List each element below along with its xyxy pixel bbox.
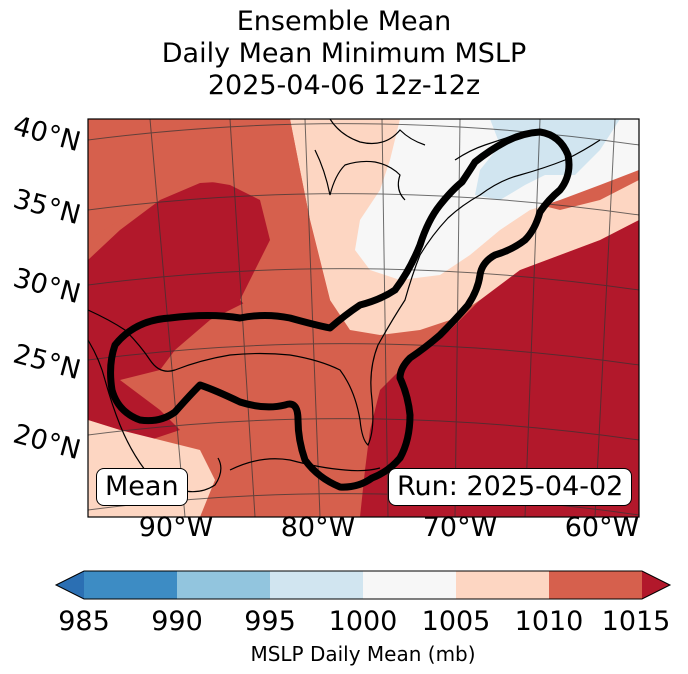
run-date-box: Run: 2025-04-02 [388, 468, 633, 506]
colorbar-extend-high [642, 571, 670, 599]
colorbar-bin-1 [84, 571, 177, 599]
colorbar [54, 570, 672, 600]
colorbar-bin-4 [363, 571, 456, 599]
cbar-tick-1005: 1005 [421, 606, 491, 637]
graticule [88, 119, 639, 517]
colorbar-extend-low [56, 571, 84, 599]
field-region-deep-east [360, 220, 639, 517]
map-frame [87, 118, 640, 518]
cbar-tick-1010: 1010 [514, 606, 584, 637]
cbar-tick-1000: 1000 [328, 606, 398, 637]
colorbar-bin-2 [177, 571, 270, 599]
cbar-tick-985: 985 [58, 606, 110, 637]
lon-tick-90w: 90°W [138, 512, 214, 543]
colorbar-bin-5 [456, 571, 549, 599]
chart-title: Ensemble Mean Daily Mean Minimum MSLP 20… [0, 6, 688, 102]
lon-tick-80w: 80°W [280, 512, 356, 543]
field-region-mid-north [88, 119, 330, 330]
title-line-3: 2025-04-06 12z-12z [207, 70, 481, 101]
title-line-1: Ensemble Mean [236, 6, 452, 37]
colorbar-outline [54, 570, 672, 600]
colorbar-bin-3 [270, 571, 363, 599]
colorbar-label: MSLP Daily Mean (mb) [250, 642, 476, 666]
cbar-tick-995: 995 [244, 606, 296, 637]
mean-box: Mean [96, 468, 188, 506]
lon-tick-60w: 60°W [564, 512, 640, 543]
lon-tick-70w: 70°W [422, 512, 498, 543]
contour-1010 [107, 128, 573, 491]
title-line-2: Daily Mean Minimum MSLP [161, 38, 527, 69]
cbar-tick-1015: 1015 [601, 606, 671, 637]
colorbar-bin-6 [549, 571, 642, 599]
cbar-tick-990: 990 [151, 606, 203, 637]
